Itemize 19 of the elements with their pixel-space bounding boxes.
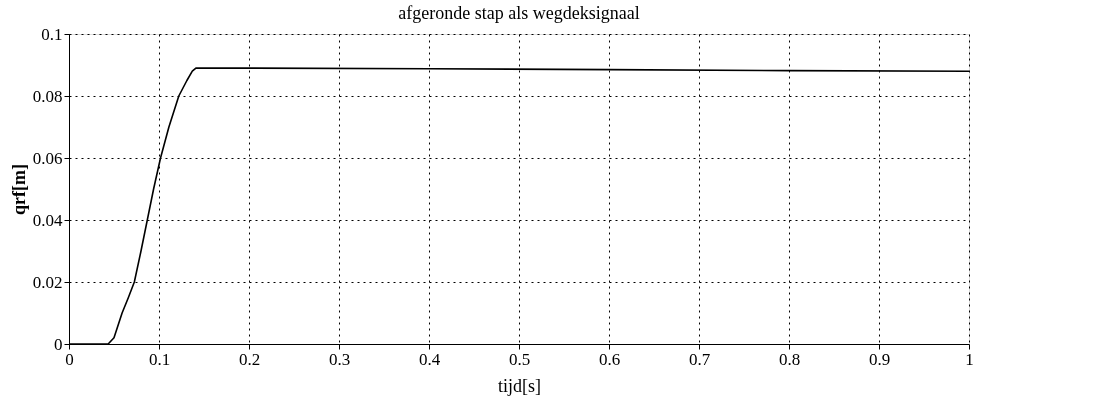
x-tick-label: 0.1 (148, 349, 171, 369)
x-tick-label: 0.2 (238, 349, 261, 369)
x-tick-label: 0.3 (328, 349, 351, 369)
x-tick-label: 0.9 (868, 349, 891, 369)
x-tick-label: 0.6 (598, 349, 621, 369)
x-tick-label: 0.8 (778, 349, 801, 369)
x-tick-label: 0.7 (688, 349, 711, 369)
chart-title: afgeronde stap als wegdeksignaal (398, 3, 640, 23)
y-tick-label: 0.1 (41, 24, 63, 44)
x-tick-label: 0.5 (508, 349, 531, 369)
x-axis-title: tijd[s] (498, 375, 541, 396)
y-tick-label: 0.06 (32, 148, 63, 168)
y-tick-label: 0 (54, 334, 63, 354)
y-axis-title: qrf[m] (8, 164, 29, 215)
y-tick-label: 0.02 (32, 272, 63, 292)
y-tick-label: 0.08 (32, 86, 63, 106)
x-tick-label: 0.4 (418, 349, 441, 369)
x-tick-label: 1 (965, 349, 974, 369)
y-tick-label: 0.04 (32, 210, 63, 230)
